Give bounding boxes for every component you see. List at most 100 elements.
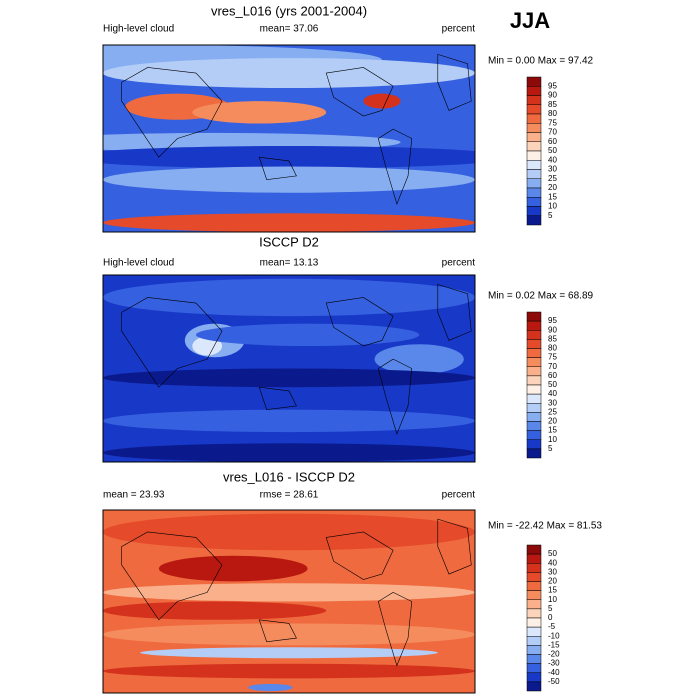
colorbar-box bbox=[526, 132, 542, 142]
colorbar-label: 90 bbox=[548, 91, 557, 100]
map-blob bbox=[248, 683, 293, 692]
colorbar-box bbox=[526, 599, 542, 610]
map-blob bbox=[103, 601, 327, 620]
colorbar-box bbox=[526, 439, 542, 450]
colorbar-box bbox=[526, 366, 542, 377]
colorbar-box bbox=[526, 654, 542, 664]
map-frame bbox=[102, 274, 476, 463]
map-blob bbox=[103, 278, 475, 317]
colorbar-box bbox=[526, 113, 542, 124]
colorbar-label: 20 bbox=[548, 183, 557, 192]
colorbar-label: 60 bbox=[548, 371, 557, 380]
map-blob bbox=[103, 513, 475, 551]
panel-title: vres_L016 (yrs 2001-2004) bbox=[211, 3, 367, 18]
colorbar-box bbox=[526, 384, 542, 395]
panel-title: ISCCP D2 bbox=[259, 234, 319, 249]
colorbar-label: -40 bbox=[548, 668, 560, 677]
coastline bbox=[121, 531, 223, 621]
colorbar-label: 40 bbox=[548, 155, 557, 164]
colorbar-box bbox=[526, 178, 542, 189]
colorbar-box bbox=[526, 608, 542, 619]
colorbar-box bbox=[526, 626, 542, 637]
colorbar-box bbox=[526, 544, 542, 555]
colorbar-box bbox=[526, 339, 542, 349]
coastline bbox=[325, 531, 394, 580]
colorbar-label: -30 bbox=[548, 659, 560, 668]
coastline bbox=[258, 156, 297, 180]
colorbar-label: 40 bbox=[548, 389, 557, 398]
coastline bbox=[325, 297, 394, 347]
coastline bbox=[377, 128, 413, 205]
season-label: JJA bbox=[510, 8, 550, 33]
left-label: High-level cloud bbox=[103, 24, 174, 35]
min-max: Min = -22.42 Max = 81.53 bbox=[488, 521, 602, 532]
coastline bbox=[437, 518, 472, 575]
map-blob bbox=[103, 213, 475, 232]
min-max: Min = 0.02 Max = 68.89 bbox=[488, 291, 594, 302]
map-frame bbox=[102, 44, 476, 233]
colorbar-label: 5 bbox=[548, 211, 553, 220]
colorbar-label: 30 bbox=[548, 398, 557, 407]
coastline bbox=[121, 297, 223, 388]
colorbar-box bbox=[526, 590, 542, 600]
colorbar-label: 40 bbox=[548, 558, 557, 567]
colorbar-label: 75 bbox=[548, 118, 557, 127]
colorbar-box bbox=[526, 320, 542, 331]
colorbar-label: 95 bbox=[548, 81, 557, 90]
coastline bbox=[121, 67, 223, 158]
map-field bbox=[103, 510, 475, 693]
center-label: mean= 13.13 bbox=[260, 258, 319, 269]
colorbar-label: 95 bbox=[548, 316, 557, 325]
units-label: percent bbox=[442, 24, 476, 35]
colorbar-box bbox=[526, 421, 542, 431]
map-blob bbox=[196, 323, 420, 347]
colorbar-label: 0 bbox=[548, 613, 553, 622]
colorbar-label: 5 bbox=[548, 604, 553, 613]
colorbar-box bbox=[526, 104, 542, 115]
colorbar-box bbox=[526, 663, 542, 673]
min-max: Min = 0.00 Max = 97.42 bbox=[488, 56, 594, 67]
coastline bbox=[437, 53, 472, 111]
colorbar-box bbox=[526, 123, 542, 133]
colorbar-label: -50 bbox=[548, 677, 560, 686]
colorbar-box bbox=[526, 86, 542, 96]
colorbar-label: 15 bbox=[548, 192, 557, 201]
colorbar-box bbox=[526, 160, 542, 170]
colorbar-label: 50 bbox=[548, 549, 557, 558]
coastline bbox=[377, 358, 413, 435]
colorbar-box bbox=[526, 357, 542, 367]
colorbar-label: 25 bbox=[548, 174, 557, 183]
colorbar-label: 5 bbox=[548, 444, 553, 453]
colorbar-box bbox=[526, 187, 542, 198]
coastline bbox=[258, 386, 297, 410]
colorbar-label: 85 bbox=[548, 100, 557, 109]
map-blob bbox=[140, 647, 438, 659]
colorbar-box bbox=[526, 169, 542, 179]
map-blob bbox=[103, 145, 475, 169]
colorbar-label: 50 bbox=[548, 146, 557, 155]
units-label: percent bbox=[442, 258, 476, 269]
colorbar-box bbox=[526, 311, 542, 322]
colorbar-label: 30 bbox=[548, 567, 557, 576]
map-blob bbox=[158, 555, 308, 582]
coastline bbox=[377, 592, 413, 667]
map-blob bbox=[374, 344, 464, 375]
map-blob bbox=[363, 93, 401, 109]
colorbar-box bbox=[526, 197, 542, 207]
colorbar-label: -20 bbox=[548, 650, 560, 659]
colorbar-label: 90 bbox=[548, 325, 557, 334]
colorbar-box bbox=[526, 572, 542, 582]
left-label: mean = 23.93 bbox=[103, 490, 165, 501]
colorbar-label: 10 bbox=[548, 435, 557, 444]
coastline bbox=[437, 283, 472, 341]
map-blob bbox=[103, 368, 475, 388]
colorbar-label: -10 bbox=[548, 631, 560, 640]
map-blob bbox=[103, 583, 475, 602]
colorbar-box bbox=[526, 76, 542, 87]
map-blob bbox=[103, 409, 475, 433]
colorbar-label: 15 bbox=[548, 426, 557, 435]
colorbar-label: 60 bbox=[548, 137, 557, 146]
colorbar-label: -5 bbox=[548, 622, 556, 631]
